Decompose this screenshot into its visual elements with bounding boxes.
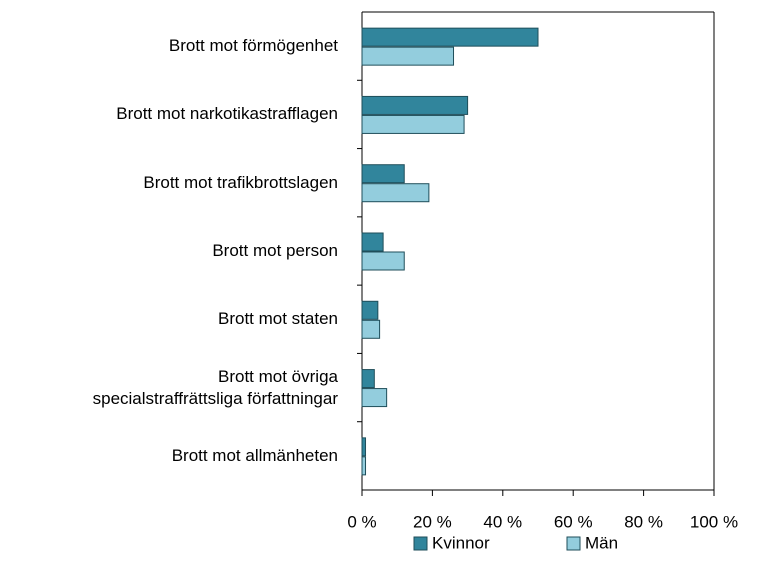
x-tick-label: 60 % <box>554 512 593 531</box>
y-tick-label: Brott mot narkotikastrafflagen <box>116 104 338 124</box>
bar <box>361 437 367 457</box>
x-tick-label: 80 % <box>624 512 663 531</box>
legend-label: Kvinnor <box>432 533 490 552</box>
bar <box>361 46 455 66</box>
x-tick-label: 100 % <box>690 512 738 531</box>
bar <box>361 369 375 389</box>
y-tick-label: Brott mot staten <box>218 309 338 329</box>
x-tick-label: 20 % <box>413 512 452 531</box>
y-tick-label: Brott mot allmänheten <box>171 445 338 465</box>
bar <box>361 300 379 320</box>
bar <box>361 183 430 203</box>
y-tick-label: Brott mot trafikbrottslagen <box>143 172 338 192</box>
bar <box>361 114 465 134</box>
y-tick-label: Brott mot förmögenhet <box>168 36 338 56</box>
legend-label: Män <box>585 533 618 552</box>
bar <box>361 251 405 271</box>
x-tick-label: 0 % <box>347 512 376 531</box>
bar <box>361 232 384 252</box>
bar <box>361 388 388 408</box>
bar <box>361 164 405 184</box>
bar <box>361 456 367 476</box>
bar <box>361 95 469 115</box>
y-tick-label: Brott mot person <box>212 241 338 260</box>
legend-swatch <box>413 536 428 551</box>
bar <box>361 27 539 47</box>
legend-swatch <box>566 536 581 551</box>
x-tick-label: 40 % <box>483 512 522 531</box>
bar <box>361 319 381 339</box>
y-tick-label: Brott mot övriga specialstraffrättsliga … <box>92 366 338 408</box>
